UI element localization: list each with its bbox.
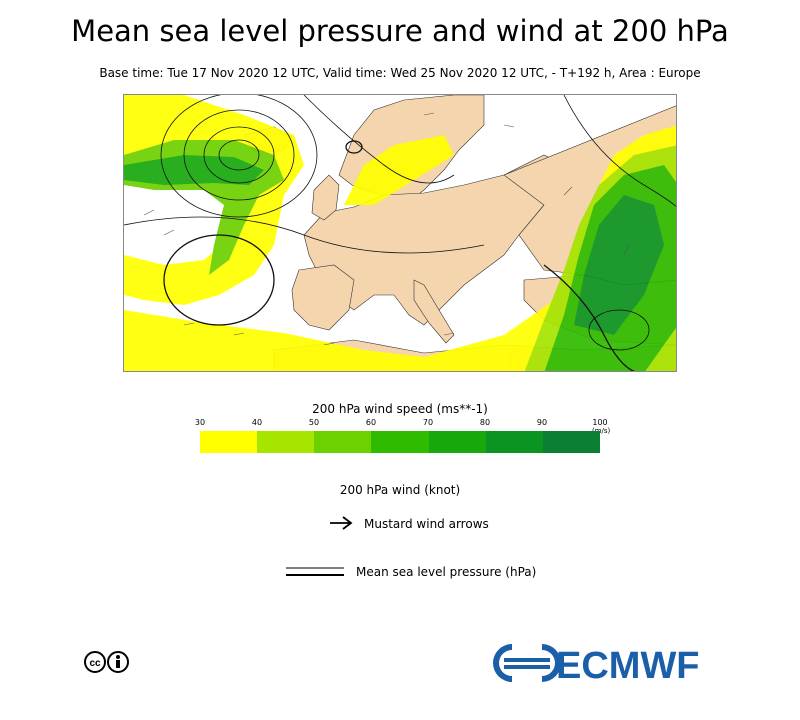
colorbar-segment	[371, 431, 429, 453]
wind-legend-title: 200 hPa wind (knot)	[339, 483, 461, 497]
arrow-icon	[330, 516, 353, 530]
europe-map[interactable]	[123, 94, 677, 372]
map-canvas	[124, 95, 676, 371]
legend-tick: 90	[536, 418, 548, 427]
ecmwf-logo-text: ECMWF	[556, 645, 700, 686]
msl-pressure-label: Mean sea level pressure (hPa)	[356, 565, 537, 579]
isobar-line-icon	[286, 567, 344, 576]
chart-subtitle: Base time: Tue 17 Nov 2020 12 UTC, Valid…	[99, 66, 701, 80]
legend-unit: (m/s)	[592, 427, 611, 435]
legend-tick: 30	[194, 418, 206, 427]
legend-tick: 60	[365, 418, 377, 427]
wind-arrow-label: Mustard wind arrows	[364, 517, 489, 531]
colorbar-segment	[314, 431, 372, 453]
colorbar-segment	[200, 431, 258, 453]
legend-tick: 40	[251, 418, 263, 427]
legend-tick: 70	[422, 418, 434, 427]
atlantic-jet-core	[124, 155, 264, 185]
ecmwf-logo: ECMWF	[492, 644, 700, 686]
colorbar-segment	[428, 431, 486, 453]
eastern-jet-max	[574, 195, 664, 335]
wind-speed-legend-title: 200 hPa wind speed (ms**-1)	[312, 402, 488, 416]
legend-tick: 50	[308, 418, 320, 427]
chart-title: Mean sea level pressure and wind at 200 …	[71, 14, 729, 48]
italy	[413, 279, 455, 344]
british-isles	[311, 174, 340, 221]
scandinavian-band	[344, 135, 454, 205]
continental-europe	[303, 154, 565, 326]
colorbar-segment	[485, 431, 543, 453]
wind-speed-colorbar	[200, 431, 600, 453]
iberia	[291, 264, 355, 331]
colorbar-segment	[542, 431, 600, 453]
creative-commons-icon: cc	[84, 651, 129, 673]
legend-tick: 100	[592, 418, 608, 427]
ecmwf-waves-icon	[492, 644, 562, 682]
colorbar-segment	[257, 431, 315, 453]
isobars	[124, 95, 676, 371]
svg-text:cc: cc	[89, 658, 101, 669]
wind-arrows	[143, 112, 630, 346]
legend-tick: 80	[479, 418, 491, 427]
